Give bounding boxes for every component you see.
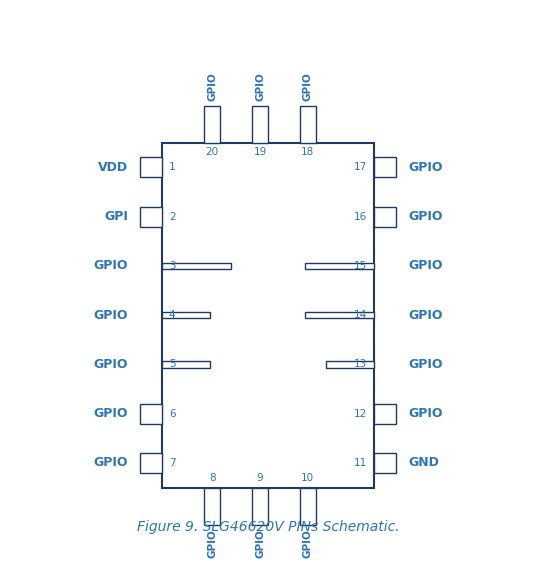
Text: GPIO: GPIO: [303, 529, 313, 558]
Bar: [162, 263, 231, 269]
Text: 8: 8: [209, 473, 215, 483]
Text: 20: 20: [206, 147, 219, 157]
Bar: [162, 143, 374, 487]
Text: 18: 18: [301, 147, 315, 157]
Bar: [140, 453, 162, 473]
Bar: [305, 263, 374, 269]
Text: GPIO: GPIO: [408, 407, 443, 420]
Bar: [204, 487, 220, 525]
Text: GPIO: GPIO: [255, 73, 265, 101]
Text: GPIO: GPIO: [93, 260, 128, 272]
Text: GPIO: GPIO: [93, 309, 128, 321]
Bar: [305, 312, 374, 319]
Text: GPIO: GPIO: [93, 456, 128, 470]
Text: 12: 12: [354, 408, 367, 419]
Bar: [162, 362, 210, 368]
Text: GPIO: GPIO: [408, 358, 443, 371]
Text: 9: 9: [257, 473, 263, 483]
Text: 3: 3: [169, 261, 175, 271]
Bar: [326, 362, 374, 368]
Text: VDD: VDD: [98, 161, 128, 174]
Text: 13: 13: [354, 359, 367, 370]
Bar: [140, 157, 162, 177]
Text: 10: 10: [301, 473, 314, 483]
Text: GPIO: GPIO: [255, 529, 265, 558]
Text: 17: 17: [354, 162, 367, 172]
Text: GPIO: GPIO: [408, 210, 443, 223]
Bar: [374, 206, 396, 227]
Text: 16: 16: [354, 212, 367, 222]
Text: 2: 2: [169, 212, 175, 222]
Bar: [252, 106, 268, 143]
Bar: [252, 487, 268, 525]
Text: GPIO: GPIO: [93, 358, 128, 371]
Text: 4: 4: [169, 310, 175, 320]
Bar: [204, 106, 220, 143]
Text: Figure 9. SLG46620V PINs Schematic.: Figure 9. SLG46620V PINs Schematic.: [137, 521, 399, 534]
Bar: [374, 453, 396, 473]
Text: 11: 11: [354, 458, 367, 468]
Bar: [300, 106, 316, 143]
Text: GPIO: GPIO: [207, 73, 217, 101]
Text: 5: 5: [169, 359, 175, 370]
Text: 7: 7: [169, 458, 175, 468]
Text: 14: 14: [354, 310, 367, 320]
Bar: [162, 312, 210, 319]
Text: GND: GND: [408, 456, 439, 470]
Text: 1: 1: [169, 162, 175, 172]
Text: GPIO: GPIO: [408, 309, 443, 321]
Bar: [374, 157, 396, 177]
Bar: [300, 487, 316, 525]
Bar: [140, 404, 162, 424]
Bar: [140, 206, 162, 227]
Text: 19: 19: [254, 147, 267, 157]
Text: 6: 6: [169, 408, 175, 419]
Bar: [374, 404, 396, 424]
Text: GPIO: GPIO: [207, 529, 217, 558]
Text: 15: 15: [354, 261, 367, 271]
Text: GPIO: GPIO: [93, 407, 128, 420]
Text: GPIO: GPIO: [408, 260, 443, 272]
Text: GPIO: GPIO: [303, 73, 313, 101]
Text: GPIO: GPIO: [408, 161, 443, 174]
Text: GPI: GPI: [104, 210, 128, 223]
